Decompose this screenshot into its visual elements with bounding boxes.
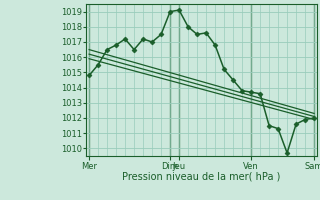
X-axis label: Pression niveau de la mer( hPa ): Pression niveau de la mer( hPa ) — [123, 172, 281, 182]
